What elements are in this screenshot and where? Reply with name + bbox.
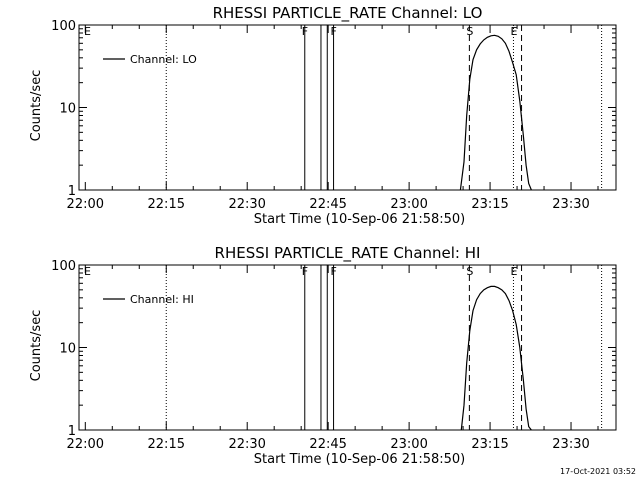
x-tick-label: 22:00 xyxy=(67,197,104,212)
flag-label-E: E xyxy=(510,265,517,278)
plot-frame xyxy=(78,24,617,191)
x-tick-label: 23:30 xyxy=(552,197,589,212)
x-tick-label: 23:15 xyxy=(471,197,508,212)
chart-title: RHESSI PARTICLE_RATE Channel: HI xyxy=(215,244,481,263)
flag-label-S: S xyxy=(466,25,473,38)
x-tick-label: 23:30 xyxy=(552,437,589,452)
y-tick-label: 100 xyxy=(51,259,76,274)
x-tick-label: 22:00 xyxy=(67,437,104,452)
chart-title: RHESSI PARTICLE_RATE Channel: LO xyxy=(213,4,483,23)
flag-label-E: E xyxy=(510,25,517,38)
flag-label-E: E xyxy=(84,265,91,278)
chart-panel-1: RHESSI PARTICLE_RATE Channel: LO 22:00 22:… xyxy=(29,4,617,227)
x-tick-label: 22:15 xyxy=(148,197,185,212)
legend-label: Channel: LO xyxy=(130,53,197,66)
series-line xyxy=(460,285,532,431)
y-axis-label: Counts/sec xyxy=(29,70,44,142)
x-tick-label: 23:00 xyxy=(390,437,427,452)
y-tick-label: 1 xyxy=(68,424,76,439)
y-tick-label: 10 xyxy=(59,102,76,117)
series-line xyxy=(459,34,532,191)
x-tick-label: 22:45 xyxy=(309,437,346,452)
x-axis-label: Start Time (10-Sep-06 21:58:50) xyxy=(254,452,465,467)
y-axis-label: Counts/sec xyxy=(29,310,44,382)
y-tick-label: 1 xyxy=(68,184,76,199)
flag-label-S: S xyxy=(466,265,473,278)
flag-label-F: F xyxy=(302,265,308,278)
y-tick-label: 10 xyxy=(59,342,76,357)
x-tick-label: 22:15 xyxy=(148,437,185,452)
x-tick-label: 23:15 xyxy=(471,437,508,452)
chart-panel-2: RHESSI PARTICLE_RATE Channel: HI 22:00 22:… xyxy=(29,244,617,467)
flag-label-E: E xyxy=(84,25,91,38)
x-tick-label: 22:30 xyxy=(228,437,265,452)
flag-label-F: F xyxy=(331,25,337,38)
x-tick-label: 22:45 xyxy=(309,197,346,212)
footer-timestamp: 17-Oct-2021 03:52 xyxy=(560,467,636,476)
x-tick-label: 23:00 xyxy=(390,197,427,212)
x-tick-label: 22:30 xyxy=(228,197,265,212)
x-axis-label: Start Time (10-Sep-06 21:58:50) xyxy=(254,212,465,227)
flag-label-F: F xyxy=(331,265,337,278)
plot-frame xyxy=(78,264,617,431)
y-tick-label: 100 xyxy=(51,19,76,34)
legend-label: Channel: HI xyxy=(130,293,194,306)
flag-label-F: F xyxy=(302,25,308,38)
